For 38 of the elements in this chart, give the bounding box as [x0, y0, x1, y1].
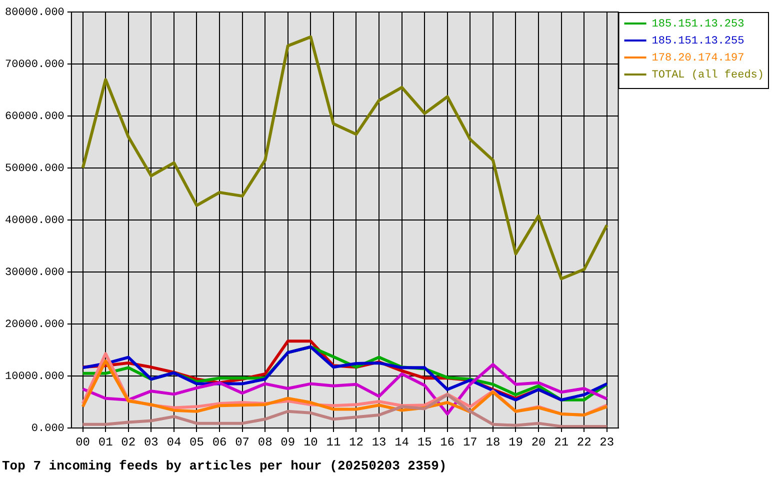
- x-tick-label: 03: [144, 435, 158, 450]
- x-tick-label: 20: [531, 435, 546, 450]
- y-tick-label: 60000.000: [4, 110, 64, 123]
- x-tick-label: 23: [600, 435, 614, 450]
- y-tick-label: 0.000: [31, 422, 64, 435]
- y-tick-label: 40000.000: [4, 214, 64, 227]
- x-tick-label: 01: [98, 435, 113, 450]
- x-tick-label: 05: [190, 435, 204, 450]
- legend-label: TOTAL (all feeds): [652, 69, 764, 82]
- y-tick-label: 30000.000: [4, 266, 64, 279]
- x-tick-label: 16: [440, 435, 455, 450]
- x-tick-label: 21: [554, 435, 569, 450]
- x-tick-label: 07: [235, 435, 250, 450]
- x-tick-label: 09: [280, 435, 296, 450]
- y-tick-label: 20000.000: [4, 318, 64, 331]
- x-tick-label: 08: [258, 435, 272, 450]
- x-tick-label: 18: [486, 435, 500, 450]
- legend-label: 185.151.13.253: [652, 18, 744, 30]
- legend-label: 185.151.13.255: [652, 35, 744, 48]
- x-tick-label: 02: [121, 435, 136, 450]
- y-tick-label: 10000.000: [4, 370, 64, 383]
- x-tick-label: 06: [212, 435, 227, 450]
- x-tick-label: 10: [303, 435, 318, 450]
- x-tick-label: 04: [166, 435, 182, 450]
- x-tick-label: 13: [372, 435, 386, 450]
- x-tick-label: 00: [76, 435, 90, 450]
- y-tick-label: 80000.000: [4, 6, 64, 19]
- x-tick-label: 11: [326, 435, 341, 450]
- legend-label: 178.20.174.197: [652, 52, 744, 64]
- y-tick-label: 70000.000: [4, 58, 64, 71]
- x-tick-label: 15: [417, 435, 432, 450]
- x-tick-label: 14: [394, 435, 410, 450]
- x-tick-label: 12: [349, 435, 364, 450]
- x-tick-label: 19: [508, 435, 523, 450]
- x-tick-label: 17: [462, 435, 478, 450]
- y-tick-label: 50000.000: [4, 162, 64, 175]
- text: Top 7 incoming feeds by articles per hour (20250203 2359): [2, 458, 447, 474]
- x-tick-label: 22: [576, 435, 592, 450]
